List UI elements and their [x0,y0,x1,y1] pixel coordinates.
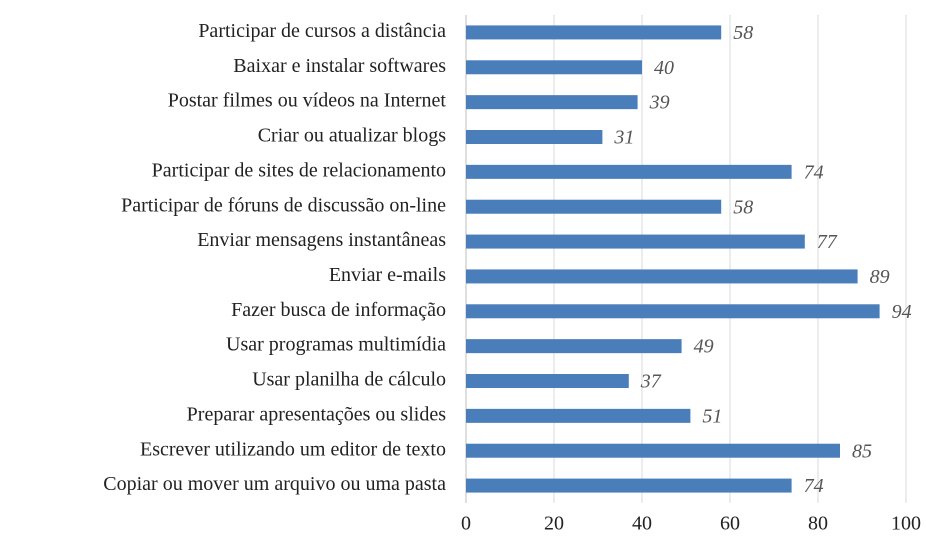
data-label: 58 [733,196,753,218]
bar [466,374,629,388]
data-label: 39 [649,92,670,114]
y-tick-label: Postar filmes ou vídeos na Internet [168,90,447,112]
data-label: 58 [733,22,753,44]
data-label: 49 [694,336,714,358]
y-tick-label: Usar programas multimídia [226,334,446,356]
x-tick-label: 20 [544,513,564,535]
data-label: 51 [702,405,722,427]
data-label: 74 [804,475,824,497]
y-tick-label: Enviar mensagens instantâneas [197,229,446,251]
data-label: 85 [852,440,872,462]
bar [466,95,638,110]
data-label: 77 [817,231,838,253]
x-tick-label: 0 [461,513,471,535]
y-tick-label: Baixar e instalar softwares [233,55,446,77]
y-tick-label: Criar ou atualizar blogs [258,125,446,147]
bar [466,130,603,144]
data-label: 94 [892,301,912,323]
bar [466,304,880,319]
data-label: 74 [804,161,824,183]
y-tick-label: Enviar e-mails [329,264,446,286]
y-tick-label: Usar planilha de cálculo [252,369,446,391]
bar [466,164,792,179]
bar [466,60,642,75]
y-tick-label: Preparar apresentações ou slides [187,403,447,425]
bar [466,478,792,493]
x-tick-label: 40 [632,513,652,535]
y-tick-label: Participar de cursos a distância [198,20,446,42]
bar [466,269,858,284]
bar [466,234,805,249]
data-label: 31 [613,127,634,149]
y-tick-label: Escrever utilizando um editor de texto [140,438,446,460]
data-label: 37 [640,371,662,393]
data-label: 89 [870,266,890,288]
x-tick-label: 80 [808,513,828,535]
y-tick-label: Fazer busca de informação [231,299,446,321]
bar [466,408,691,423]
bar [466,339,682,354]
data-label: 40 [654,57,674,79]
bar [466,25,722,40]
x-tick-label: 100 [891,513,921,535]
y-tick-label: Copiar ou mover um arquivo ou uma pasta [103,473,446,495]
bar [466,443,840,458]
y-tick-label: Participar de fóruns de discussão on-lin… [121,194,446,216]
bar [466,199,722,214]
y-tick-label: Participar de sites de relacionamento [152,159,446,181]
x-tick-label: 60 [720,513,740,535]
